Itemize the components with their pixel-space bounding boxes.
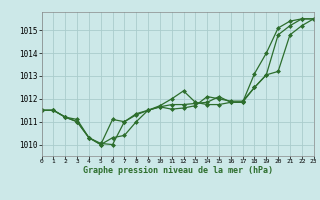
X-axis label: Graphe pression niveau de la mer (hPa): Graphe pression niveau de la mer (hPa)	[83, 166, 273, 175]
